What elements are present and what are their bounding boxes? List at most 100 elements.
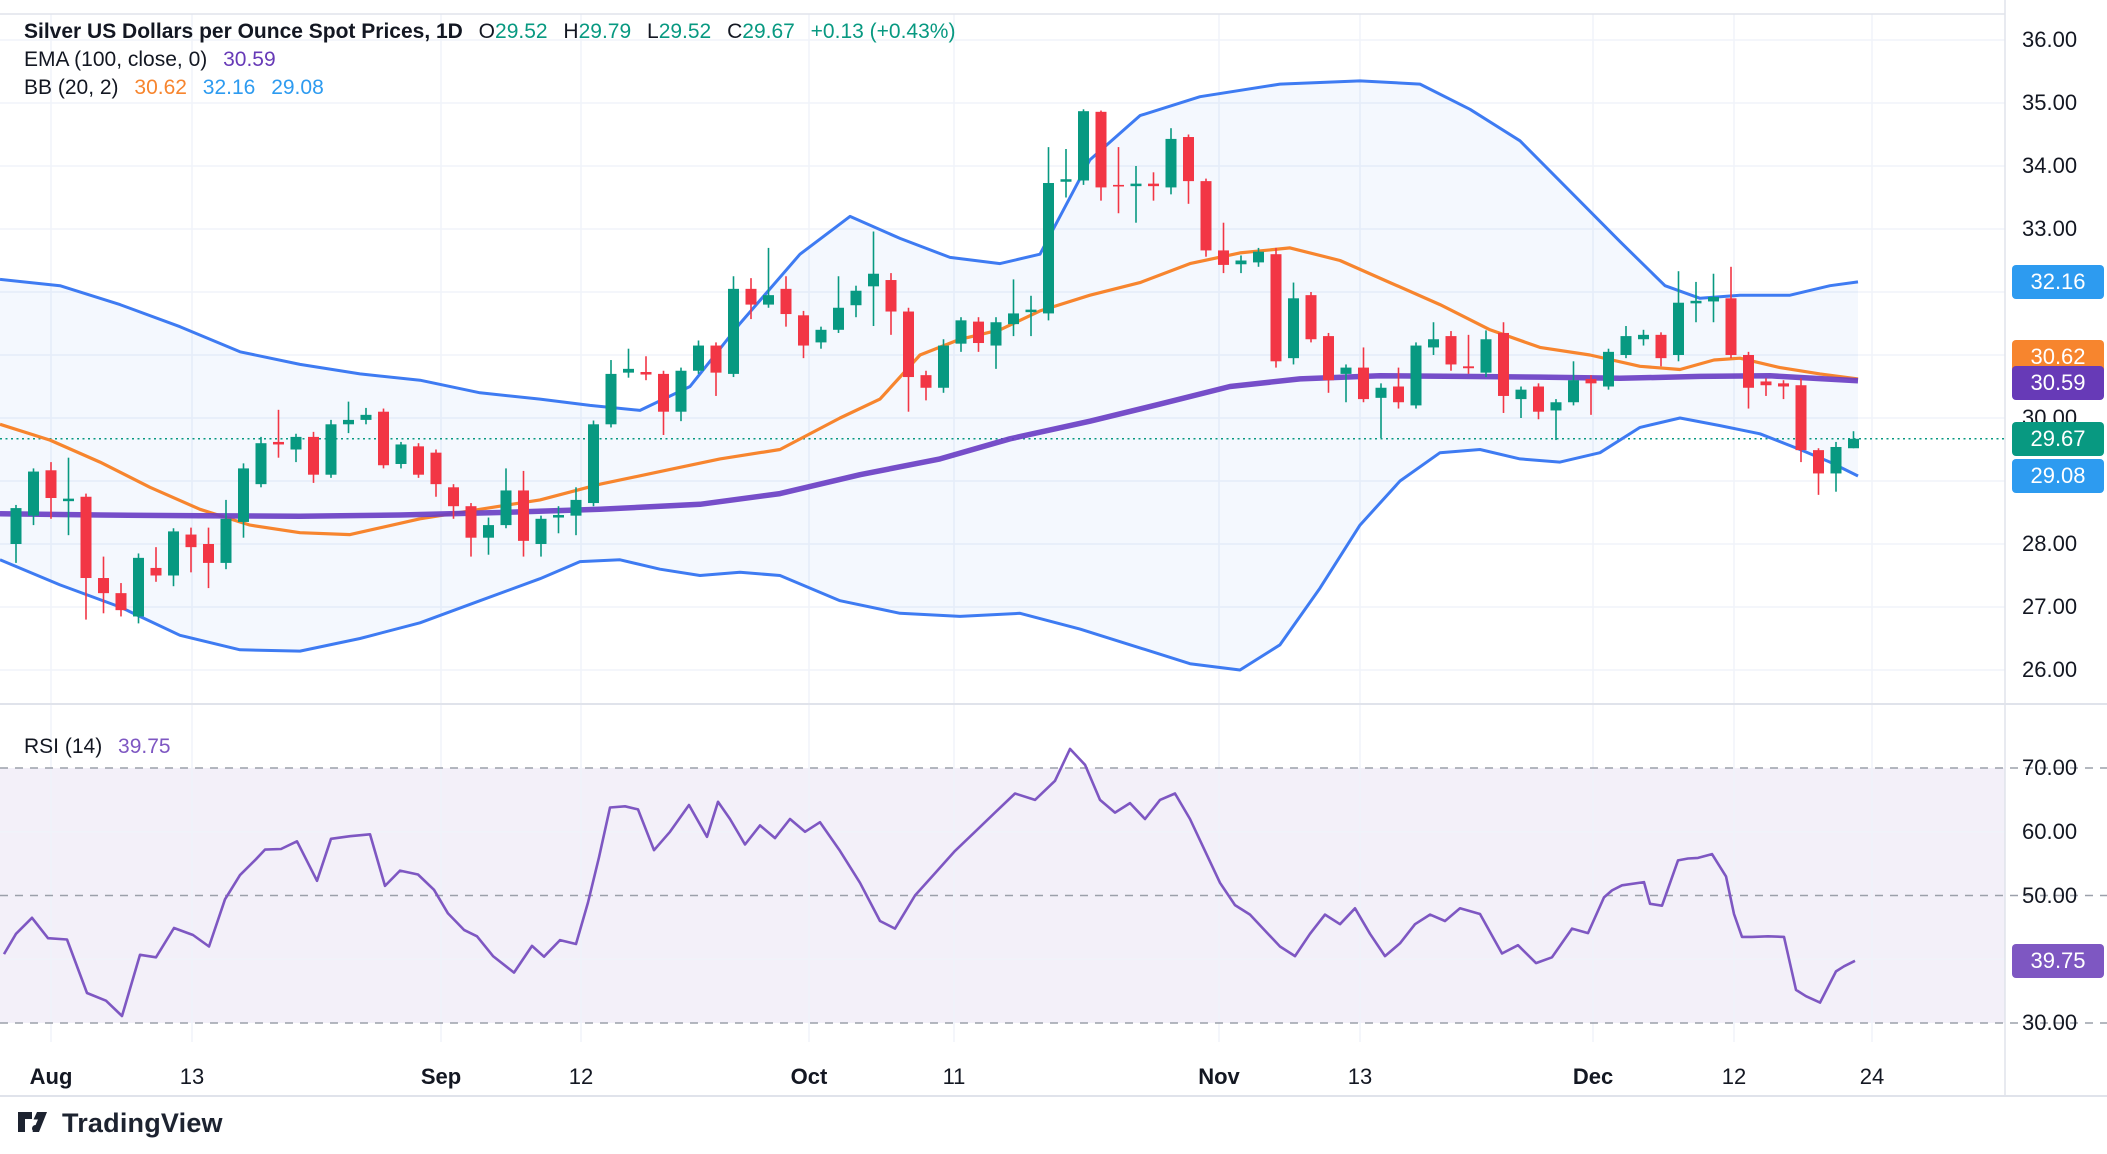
candle-body (150, 567, 162, 576)
candle-body (430, 452, 442, 485)
candle-body (1095, 111, 1107, 188)
candle-body (675, 370, 687, 412)
candle-body (798, 315, 809, 346)
ohlc-close-value: 29.67 (742, 20, 795, 43)
symbol-title: Silver US Dollars per Ounce Spot Prices,… (24, 20, 463, 43)
bb-label: BB (20, 2) (24, 76, 119, 99)
time-tick-label: Dec (1572, 1064, 1614, 1089)
candle-body (1480, 339, 1492, 373)
bb-upper-line (0, 79, 1859, 412)
candle-body (1253, 251, 1264, 263)
candle-body (990, 322, 1002, 346)
price-tick-label: 35.00 (2022, 90, 2078, 115)
candle-body (955, 320, 967, 344)
rsi-tick-label: 30.00 (2022, 1010, 2078, 1035)
candle-body (133, 557, 144, 617)
ohlc-close-label: C (727, 20, 743, 43)
bb-legend-row[interactable]: BB (20, 2) 30.62 32.16 29.08 (24, 76, 324, 100)
candle-body (1288, 298, 1299, 359)
candle-body (1830, 446, 1842, 474)
candle-body (308, 436, 319, 475)
candle-body (920, 375, 932, 388)
candle-body (640, 372, 652, 375)
time-tick-label: 13 (179, 1064, 205, 1089)
candle-body (1183, 137, 1194, 182)
time-tick-label: 12 (568, 1064, 594, 1089)
rsi-label: RSI (14) (24, 735, 103, 758)
candle-body (1008, 313, 1019, 325)
candle-body (185, 534, 197, 548)
candle-body (1200, 181, 1212, 251)
candle-body (1235, 260, 1247, 265)
candle-body (1550, 402, 1562, 411)
rsi-tick-label: 60.00 (2022, 818, 2078, 844)
candle-body (1445, 336, 1457, 365)
candle-body (1148, 183, 1159, 187)
tradingview-logo[interactable]: TradingView (18, 1108, 223, 1139)
candle-body (728, 288, 739, 374)
price-tick-label: 34.00 (2022, 153, 2078, 178)
time-tick-label: Oct (790, 1064, 828, 1089)
symbol-legend-row[interactable]: Silver US Dollars per Ounce Spot Prices,… (24, 20, 955, 44)
price-tick-label: 27.00 (2022, 594, 2078, 619)
ema-line (0, 373, 1859, 520)
candle-body (220, 518, 232, 563)
candle-body (535, 518, 547, 544)
candle-body (605, 373, 617, 425)
candle-body (623, 368, 634, 373)
candle-body (1358, 367, 1369, 400)
candle-body (1515, 389, 1527, 400)
candle-body (448, 487, 459, 507)
candle-body (1270, 254, 1282, 362)
candle-body (168, 531, 179, 576)
candle-body (10, 508, 22, 544)
ohlc-open-value: 29.52 (495, 20, 548, 43)
bb-upper-value: 32.16 (202, 76, 256, 99)
time-tick-label: 12 (1721, 1064, 1747, 1089)
candle-body (1813, 450, 1824, 474)
rsi-line (2, 747, 1856, 1018)
candle-body (1043, 183, 1054, 314)
candle-body (1725, 298, 1737, 355)
ohlc-high-label: H (563, 20, 579, 43)
rsi-badge: 39.75 (2012, 944, 2104, 978)
candle-body (1743, 355, 1754, 388)
price-tick-label: 28.00 (2022, 531, 2078, 556)
price-tick-label: 33.00 (2022, 216, 2078, 241)
time-tick-label: 24 (1859, 1064, 1885, 1089)
candle-body (570, 499, 582, 516)
candle-body (553, 515, 564, 518)
ohlc-open-label: O (478, 20, 496, 43)
candle-body (1760, 381, 1772, 386)
ohlc-low-label: L (647, 20, 659, 43)
candle-body (903, 311, 914, 378)
rsi-legend-row[interactable]: RSI (14) 39.75 (24, 735, 171, 759)
candle-body (238, 468, 249, 522)
candle-body (518, 490, 529, 541)
candle-body (1673, 302, 1684, 355)
candle-body (1113, 184, 1124, 187)
candle-body (1568, 380, 1579, 403)
candle-body (1375, 387, 1387, 398)
ema-label: EMA (100, close, 0) (24, 48, 208, 71)
candle-body (1690, 300, 1702, 304)
candle-body (1323, 336, 1334, 381)
time-tick-label: Aug (29, 1064, 73, 1089)
candle-body (1620, 336, 1632, 355)
candle-body (1708, 297, 1719, 302)
ema-legend-row[interactable]: EMA (100, close, 0) 30.59 (24, 48, 276, 72)
candle-body (780, 288, 792, 315)
candle-body (80, 496, 92, 579)
price-badge: 32.16 (2012, 265, 2104, 299)
candle-body (290, 436, 302, 450)
candle-body (28, 471, 39, 516)
candle-body (378, 411, 389, 466)
candle-body (885, 280, 897, 312)
bb-basis-value: 30.62 (134, 76, 187, 99)
candle-body (1498, 332, 1509, 396)
bb-lower-value: 29.08 (271, 76, 324, 99)
candle-body (850, 290, 862, 306)
price-badge: 29.08 (2012, 459, 2104, 493)
